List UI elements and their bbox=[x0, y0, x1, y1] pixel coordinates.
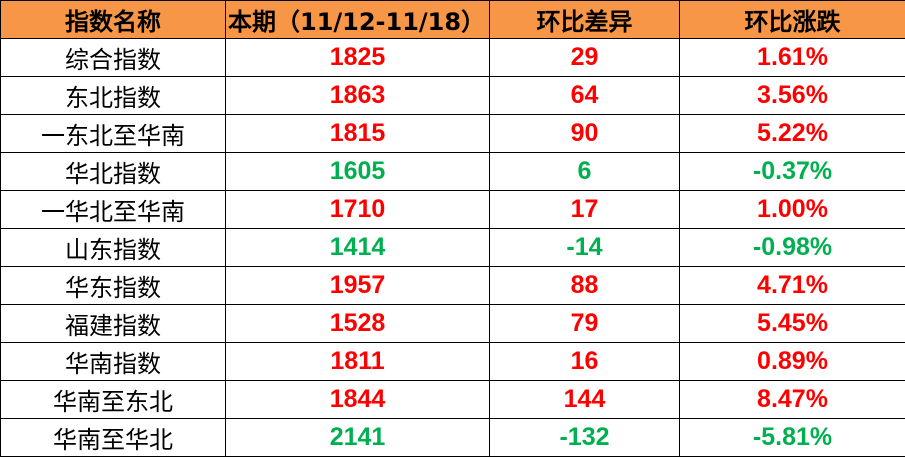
current-value-cell: 1710 bbox=[225, 190, 490, 229]
diff-cell: 64 bbox=[489, 76, 680, 115]
diff-cell: -14 bbox=[489, 228, 680, 267]
change-cell: 3.56% bbox=[679, 76, 905, 115]
diff-cell: -132 bbox=[489, 418, 680, 457]
table-row: 一东北至华南 1815 90 5.22% bbox=[0, 114, 905, 153]
table-row: 华北指数 1605 6 -0.37% bbox=[0, 152, 905, 191]
diff-cell: 16 bbox=[489, 342, 680, 381]
header-diff: 环比差异 bbox=[489, 0, 680, 39]
index-name-cell: 华南至东北 bbox=[0, 380, 226, 419]
diff-cell: 79 bbox=[489, 304, 680, 343]
table-row: 东北指数 1863 64 3.56% bbox=[0, 76, 905, 115]
table-row: 综合指数 1825 29 1.61% bbox=[0, 38, 905, 77]
index-name-cell: 华南至华北 bbox=[0, 418, 226, 457]
current-value-cell: 1414 bbox=[225, 228, 490, 267]
change-cell: 0.89% bbox=[679, 342, 905, 381]
header-current-period: 本期（11/12-11/18） bbox=[225, 0, 490, 39]
table-row: 华南至东北 1844 144 8.47% bbox=[0, 380, 905, 419]
table-row: 华东指数 1957 88 4.71% bbox=[0, 266, 905, 305]
current-value-cell: 1825 bbox=[225, 38, 490, 77]
diff-cell: 144 bbox=[489, 380, 680, 419]
index-name-cell: 福建指数 bbox=[0, 304, 226, 343]
diff-cell: 17 bbox=[489, 190, 680, 229]
change-cell: 1.00% bbox=[679, 190, 905, 229]
current-value-cell: 1811 bbox=[225, 342, 490, 381]
change-cell: -0.37% bbox=[679, 152, 905, 191]
header-index-name: 指数名称 bbox=[0, 0, 226, 39]
table-row: 华南指数 1811 16 0.89% bbox=[0, 342, 905, 381]
diff-cell: 29 bbox=[489, 38, 680, 77]
current-value-cell: 1605 bbox=[225, 152, 490, 191]
table-row: 福建指数 1528 79 5.45% bbox=[0, 304, 905, 343]
table-row: 一华北至华南 1710 17 1.00% bbox=[0, 190, 905, 229]
current-value-cell: 1863 bbox=[225, 76, 490, 115]
table-row: 华南至华北 2141 -132 -5.81% bbox=[0, 418, 905, 457]
current-value-cell: 2141 bbox=[225, 418, 490, 457]
current-value-cell: 1528 bbox=[225, 304, 490, 343]
header-row: 指数名称 本期（11/12-11/18） 环比差异 环比涨跌 bbox=[0, 0, 905, 39]
change-cell: 1.61% bbox=[679, 38, 905, 77]
index-name-cell: 华南指数 bbox=[0, 342, 226, 381]
current-value-cell: 1957 bbox=[225, 266, 490, 305]
index-name-cell: 一华北至华南 bbox=[0, 190, 226, 229]
index-name-cell: 华东指数 bbox=[0, 266, 226, 305]
change-cell: 8.47% bbox=[679, 380, 905, 419]
index-name-cell: 综合指数 bbox=[0, 38, 226, 77]
change-cell: 5.22% bbox=[679, 114, 905, 153]
change-cell: -5.81% bbox=[679, 418, 905, 457]
current-value-cell: 1844 bbox=[225, 380, 490, 419]
table-row: 山东指数 1414 -14 -0.98% bbox=[0, 228, 905, 267]
index-name-cell: 一东北至华南 bbox=[0, 114, 226, 153]
diff-cell: 88 bbox=[489, 266, 680, 305]
change-cell: 4.71% bbox=[679, 266, 905, 305]
current-value-cell: 1815 bbox=[225, 114, 490, 153]
change-cell: -0.98% bbox=[679, 228, 905, 267]
header-change: 环比涨跌 bbox=[679, 0, 905, 39]
diff-cell: 6 bbox=[489, 152, 680, 191]
index-name-cell: 华北指数 bbox=[0, 152, 226, 191]
index-name-cell: 东北指数 bbox=[0, 76, 226, 115]
diff-cell: 90 bbox=[489, 114, 680, 153]
index-name-cell: 山东指数 bbox=[0, 228, 226, 267]
change-cell: 5.45% bbox=[679, 304, 905, 343]
